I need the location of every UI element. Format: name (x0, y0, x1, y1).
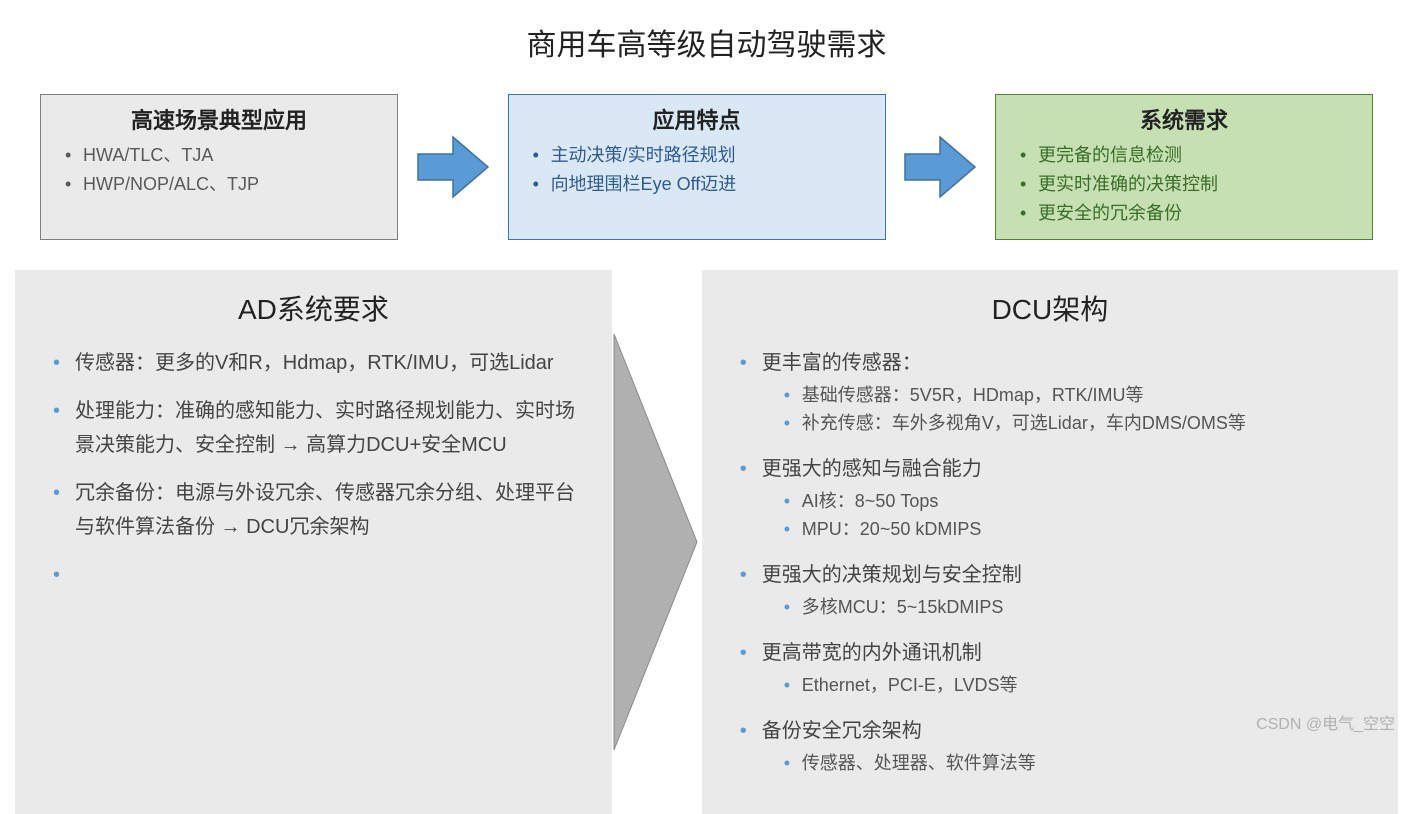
flow-row: 高速场景典型应用 HWA/TLC、TJA HWP/NOP/ALC、TJP 应用特… (0, 94, 1413, 240)
list-item: 主动决策/实时路径规划 (525, 141, 869, 170)
box-system-requirements: 系统需求 更完备的信息检测 更实时准确的决策控制 更安全的冗余备份 (995, 94, 1373, 240)
list-item: Ethernet，PCI-E，LVDS等 (762, 672, 1368, 700)
list-item: HWP/NOP/ALC、TJP (57, 170, 381, 199)
list-item: 更安全的冗余备份 (1012, 199, 1356, 228)
page-title: 商用车高等级自动驾驶需求 (0, 0, 1413, 94)
list-item: 向地理围栏Eye Off迈进 (525, 170, 869, 199)
list-item: 处理能力：准确的感知能力、实时路径规划能力、实时场景决策能力、安全控制 → 高算… (45, 394, 582, 462)
arrow-icon (896, 94, 985, 240)
arrow-shape (614, 334, 697, 750)
watermark: CSDN @电气_空空 (1256, 710, 1395, 734)
arrow-shape (905, 137, 975, 197)
box-header: 应用特点 (525, 103, 869, 135)
panel-title: AD系统要求 (45, 288, 582, 328)
list-item: 冗余备份：电源与外设冗余、传感器冗余分组、处理平台与软件算法备份 → DCU冗余… (45, 476, 582, 544)
list-item: 更强大的决策规划与安全控制多核MCU：5~15kDMIPS (732, 558, 1368, 622)
list-item: 更高带宽的内外通讯机制Ethernet，PCI-E，LVDS等 (732, 636, 1368, 700)
big-arrow-icon (612, 270, 702, 813)
box-header: 高速场景典型应用 (57, 103, 381, 135)
list-item: AI核：8~50 Tops (762, 488, 1368, 516)
box-header: 系统需求 (1012, 103, 1356, 135)
list-item: 基础传感器：5V5R，HDmap，RTK/IMU等 (762, 382, 1368, 410)
panel-title: DCU架构 (732, 288, 1368, 328)
list-item: 多核MCU：5~15kDMIPS (762, 594, 1368, 622)
list-item: 更完备的信息检测 (1012, 141, 1356, 170)
panel-ad-system: AD系统要求 传感器：更多的V和R，Hdmap，RTK/IMU，可选Lidar … (15, 270, 612, 813)
box-highway-scenarios: 高速场景典型应用 HWA/TLC、TJA HWP/NOP/ALC、TJP (40, 94, 398, 240)
list-item: HWA/TLC、TJA (57, 141, 381, 170)
list-item: 更强大的感知与融合能力AI核：8~50 TopsMPU：20~50 kDMIPS (732, 452, 1368, 544)
list-item: MPU：20~50 kDMIPS (762, 516, 1368, 544)
arrow-icon (408, 94, 497, 240)
box-app-features: 应用特点 主动决策/实时路径规划 向地理围栏Eye Off迈进 (508, 94, 886, 240)
list-item: 传感器、处理器、软件算法等 (762, 750, 1368, 778)
arrow-shape (418, 137, 488, 197)
panels-row: AD系统要求 传感器：更多的V和R，Hdmap，RTK/IMU，可选Lidar … (0, 240, 1413, 813)
list-item: 更丰富的传感器：基础传感器：5V5R，HDmap，RTK/IMU等补充传感：车外… (732, 346, 1368, 438)
list-item: 补充传感：车外多视角V，可选Lidar，车内DMS/OMS等 (762, 410, 1368, 438)
list-item: 更实时准确的决策控制 (1012, 170, 1356, 199)
list-item: 传感器：更多的V和R，Hdmap，RTK/IMU，可选Lidar (45, 346, 582, 380)
